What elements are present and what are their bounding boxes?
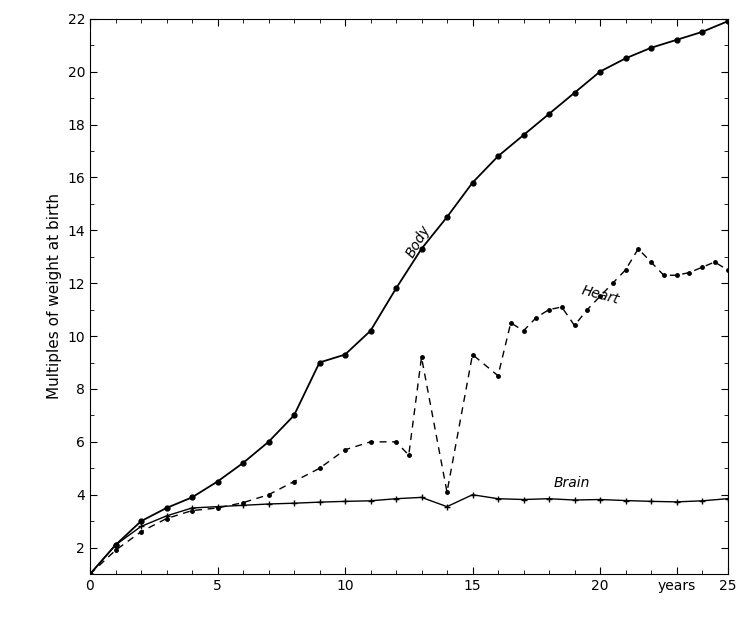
Text: Heart: Heart: [580, 284, 620, 308]
Text: Body: Body: [404, 222, 433, 260]
Text: Brain: Brain: [554, 476, 590, 490]
Y-axis label: Multiples of weight at birth: Multiples of weight at birth: [46, 193, 62, 399]
